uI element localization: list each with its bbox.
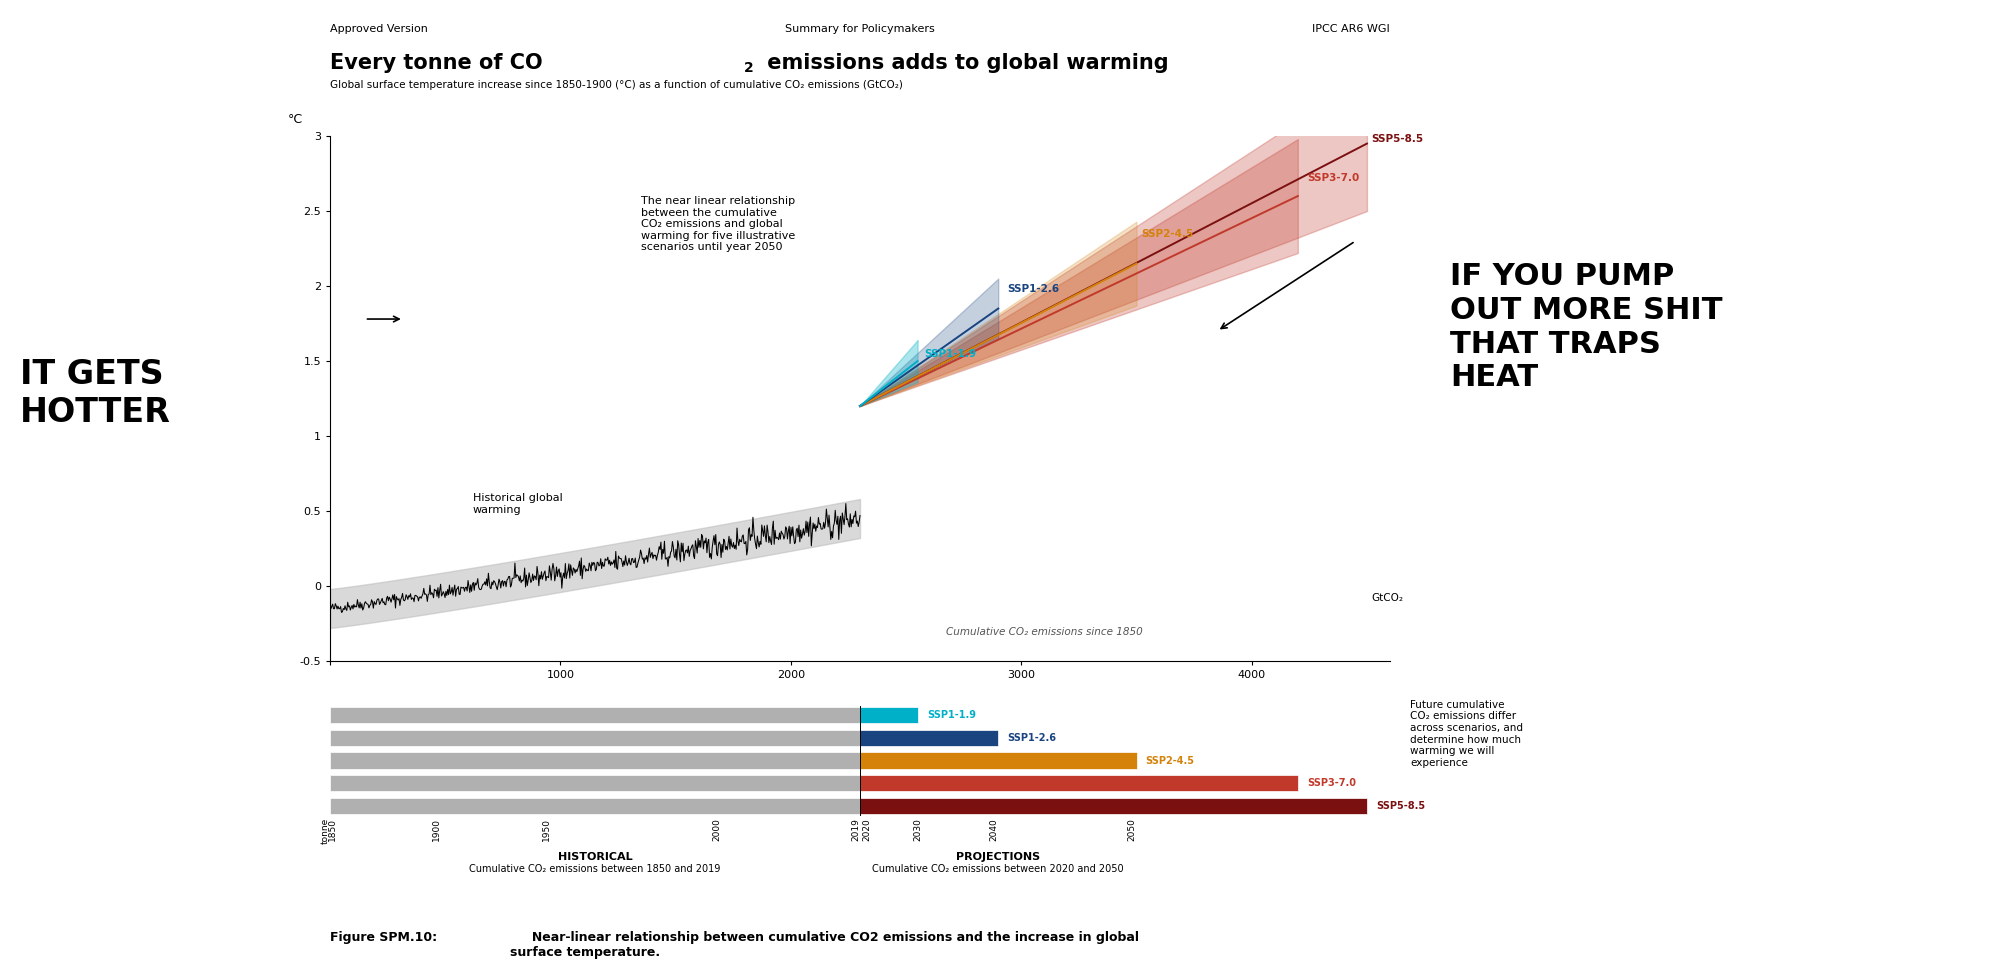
Text: SSP2-4.5: SSP2-4.5 — [1146, 755, 1194, 766]
Bar — [860, 775, 1298, 791]
Text: SSP5-8.5: SSP5-8.5 — [1372, 134, 1424, 144]
Text: 2020: 2020 — [862, 817, 872, 841]
Text: SSP3-7.0: SSP3-7.0 — [1308, 779, 1356, 788]
Text: 2040: 2040 — [990, 817, 998, 841]
Text: 2019: 2019 — [852, 817, 860, 841]
Text: PROJECTIONS: PROJECTIONS — [956, 851, 1040, 862]
Text: IPCC AR6 WGI: IPCC AR6 WGI — [1312, 24, 1390, 34]
Bar — [330, 775, 860, 791]
Text: 2: 2 — [744, 61, 754, 75]
Text: 2050: 2050 — [1128, 817, 1136, 841]
Text: Every tonne of CO: Every tonne of CO — [330, 53, 542, 74]
Text: Summary for Policymakers: Summary for Policymakers — [786, 24, 934, 34]
Bar — [330, 707, 860, 723]
Text: 1950: 1950 — [542, 817, 552, 841]
Text: emissions adds to global warming: emissions adds to global warming — [760, 53, 1168, 74]
Text: IT GETS
HOTTER: IT GETS HOTTER — [20, 358, 170, 430]
Bar — [860, 707, 918, 723]
Text: SSP1-1.9: SSP1-1.9 — [924, 349, 976, 359]
Text: Near-linear relationship between cumulative CO2 emissions and the increase in gl: Near-linear relationship between cumulat… — [510, 931, 1140, 959]
Text: Future cumulative
CO₂ emissions differ
across scenarios, and
determine how much
: Future cumulative CO₂ emissions differ a… — [1410, 700, 1524, 768]
Text: 2030: 2030 — [914, 817, 922, 841]
Bar — [330, 730, 860, 746]
Bar — [330, 798, 860, 814]
Text: SSP3-7.0: SSP3-7.0 — [1308, 173, 1360, 183]
Text: SSP1-1.9: SSP1-1.9 — [926, 711, 976, 720]
Text: Approved Version: Approved Version — [330, 24, 428, 34]
Text: Cumulative CO₂ emissions since 1850: Cumulative CO₂ emissions since 1850 — [946, 628, 1142, 638]
Text: GtCO₂: GtCO₂ — [1372, 593, 1404, 603]
Text: °C: °C — [288, 113, 302, 125]
Bar — [330, 752, 860, 769]
Text: 1900: 1900 — [432, 817, 440, 841]
Bar — [860, 798, 1366, 814]
Bar — [860, 730, 998, 746]
Text: tonne: tonne — [320, 817, 330, 844]
Text: SSP1-2.6: SSP1-2.6 — [1008, 733, 1056, 743]
Text: Cumulative CO₂ emissions between 2020 and 2050: Cumulative CO₂ emissions between 2020 an… — [872, 864, 1124, 875]
Text: SSP5-8.5: SSP5-8.5 — [1376, 801, 1426, 811]
Text: 1850: 1850 — [328, 817, 336, 841]
Text: IF YOU PUMP
OUT MORE SHIT
THAT TRAPS
HEAT: IF YOU PUMP OUT MORE SHIT THAT TRAPS HEA… — [1450, 262, 1722, 393]
Text: SSP2-4.5: SSP2-4.5 — [1142, 228, 1194, 238]
Text: Cumulative CO₂ emissions between 1850 and 2019: Cumulative CO₂ emissions between 1850 an… — [470, 864, 720, 875]
Text: The near linear relationship
between the cumulative
CO₂ emissions and global
war: The near linear relationship between the… — [642, 196, 796, 253]
Text: Figure SPM.10:: Figure SPM.10: — [330, 931, 438, 944]
Text: Historical global
warming: Historical global warming — [472, 493, 562, 514]
Text: Global surface temperature increase since 1850-1900 (°C) as a function of cumula: Global surface temperature increase sinc… — [330, 80, 902, 89]
Text: HISTORICAL: HISTORICAL — [558, 851, 632, 862]
Text: SSP1-2.6: SSP1-2.6 — [1008, 284, 1060, 295]
Bar — [860, 752, 1136, 769]
Text: 2000: 2000 — [712, 817, 722, 841]
